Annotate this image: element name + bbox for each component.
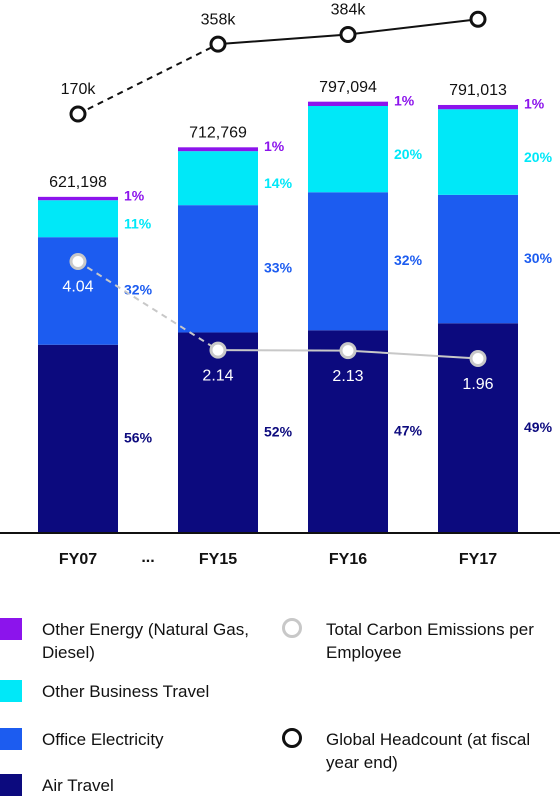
line-marker [469,350,487,368]
line-label: 2.14 [202,367,233,384]
bar-segment [178,205,258,333]
legend-text: Global Headcount (at fiscal year end) [326,730,531,772]
legend-item: Other Energy (Natural Gas, Diesel) [0,618,250,664]
line-label: 4.04 [62,279,93,296]
legend-text: Total Carbon Emissions per Employee [326,620,534,662]
bar-segment [38,200,118,238]
bar-segment [308,192,388,331]
segment-label: 20% [394,146,423,162]
bar-segment [178,332,258,533]
segment-label: 11% [124,215,152,231]
bar-segment [178,151,258,206]
segment-label: 52% [264,423,293,439]
total-label: 797,094 [319,79,377,96]
bar-segment [438,194,518,324]
line-dashed [77,43,219,115]
segment-label: 1% [394,92,415,108]
bar-segment [308,101,388,106]
legend-text: Air Travel [42,776,114,795]
line-marker [69,105,87,123]
segment-label: 30% [524,250,553,266]
legend-item: Total Carbon Emissions per Employee [282,618,557,664]
bar-segment [308,330,388,533]
line-label: 425k [461,0,497,4]
legend-item: Other Business Travel [0,680,250,703]
segment-label: 1% [264,138,285,154]
chart: 56% 32% 11% 1% 621,198 FY07 52% 33% 14% 1% 712,769… [0,0,560,568]
legend-item: Global Headcount (at fiscal year end) [282,728,557,774]
legend-text: Office Electricity [42,730,164,749]
category-label: FY17 [459,551,497,568]
bar-segment [38,196,118,201]
legend-item: Office Electricity [0,728,250,751]
bar-segment [438,109,518,195]
total-label: 791,013 [449,82,507,99]
bar-segment [178,147,258,152]
segment-label: 1% [124,188,145,204]
segment-label: 47% [394,422,423,438]
legend-swatch [0,728,22,750]
line-label: 2.13 [332,368,363,385]
legend-marker [282,728,302,748]
line-marker [339,342,357,360]
legend-item: Air Travel [0,774,250,797]
line-marker [339,26,357,44]
category-label: FY16 [329,551,367,568]
ellipsis-label: ... [141,549,154,566]
line-label: 170k [61,81,97,98]
segment-label: 56% [124,430,153,446]
line-dashed [77,260,219,351]
bar-segment [38,344,118,533]
total-label: 621,198 [49,174,107,191]
total-label: 712,769 [189,125,247,142]
line-marker [469,10,487,28]
legend-swatch [0,618,22,640]
line-label: 1.96 [462,376,493,393]
line-marker [69,252,87,270]
bar-segment [308,105,388,193]
line-label: 384k [331,2,367,19]
legend-text: Other Business Travel [42,682,210,701]
line-marker [209,35,227,53]
category-label: FY07 [59,551,97,568]
line-label: 358k [201,11,237,28]
legend-marker [282,618,302,638]
legend-swatch [0,774,22,796]
category-label: FY15 [199,551,237,568]
line-marker [209,341,227,359]
segment-label: 1% [524,96,545,112]
segment-label: 32% [124,282,153,298]
segment-label: 32% [394,252,423,268]
segment-label: 33% [264,260,293,276]
legend-text: Other Energy (Natural Gas, Diesel) [42,620,249,662]
legend-swatch [0,680,22,702]
segment-label: 20% [524,149,553,165]
bar-segment [438,104,518,110]
segment-label: 14% [264,175,293,191]
legend: Air Travel Office Electricity Other Busine… [0,612,560,800]
segment-label: 49% [524,419,553,435]
